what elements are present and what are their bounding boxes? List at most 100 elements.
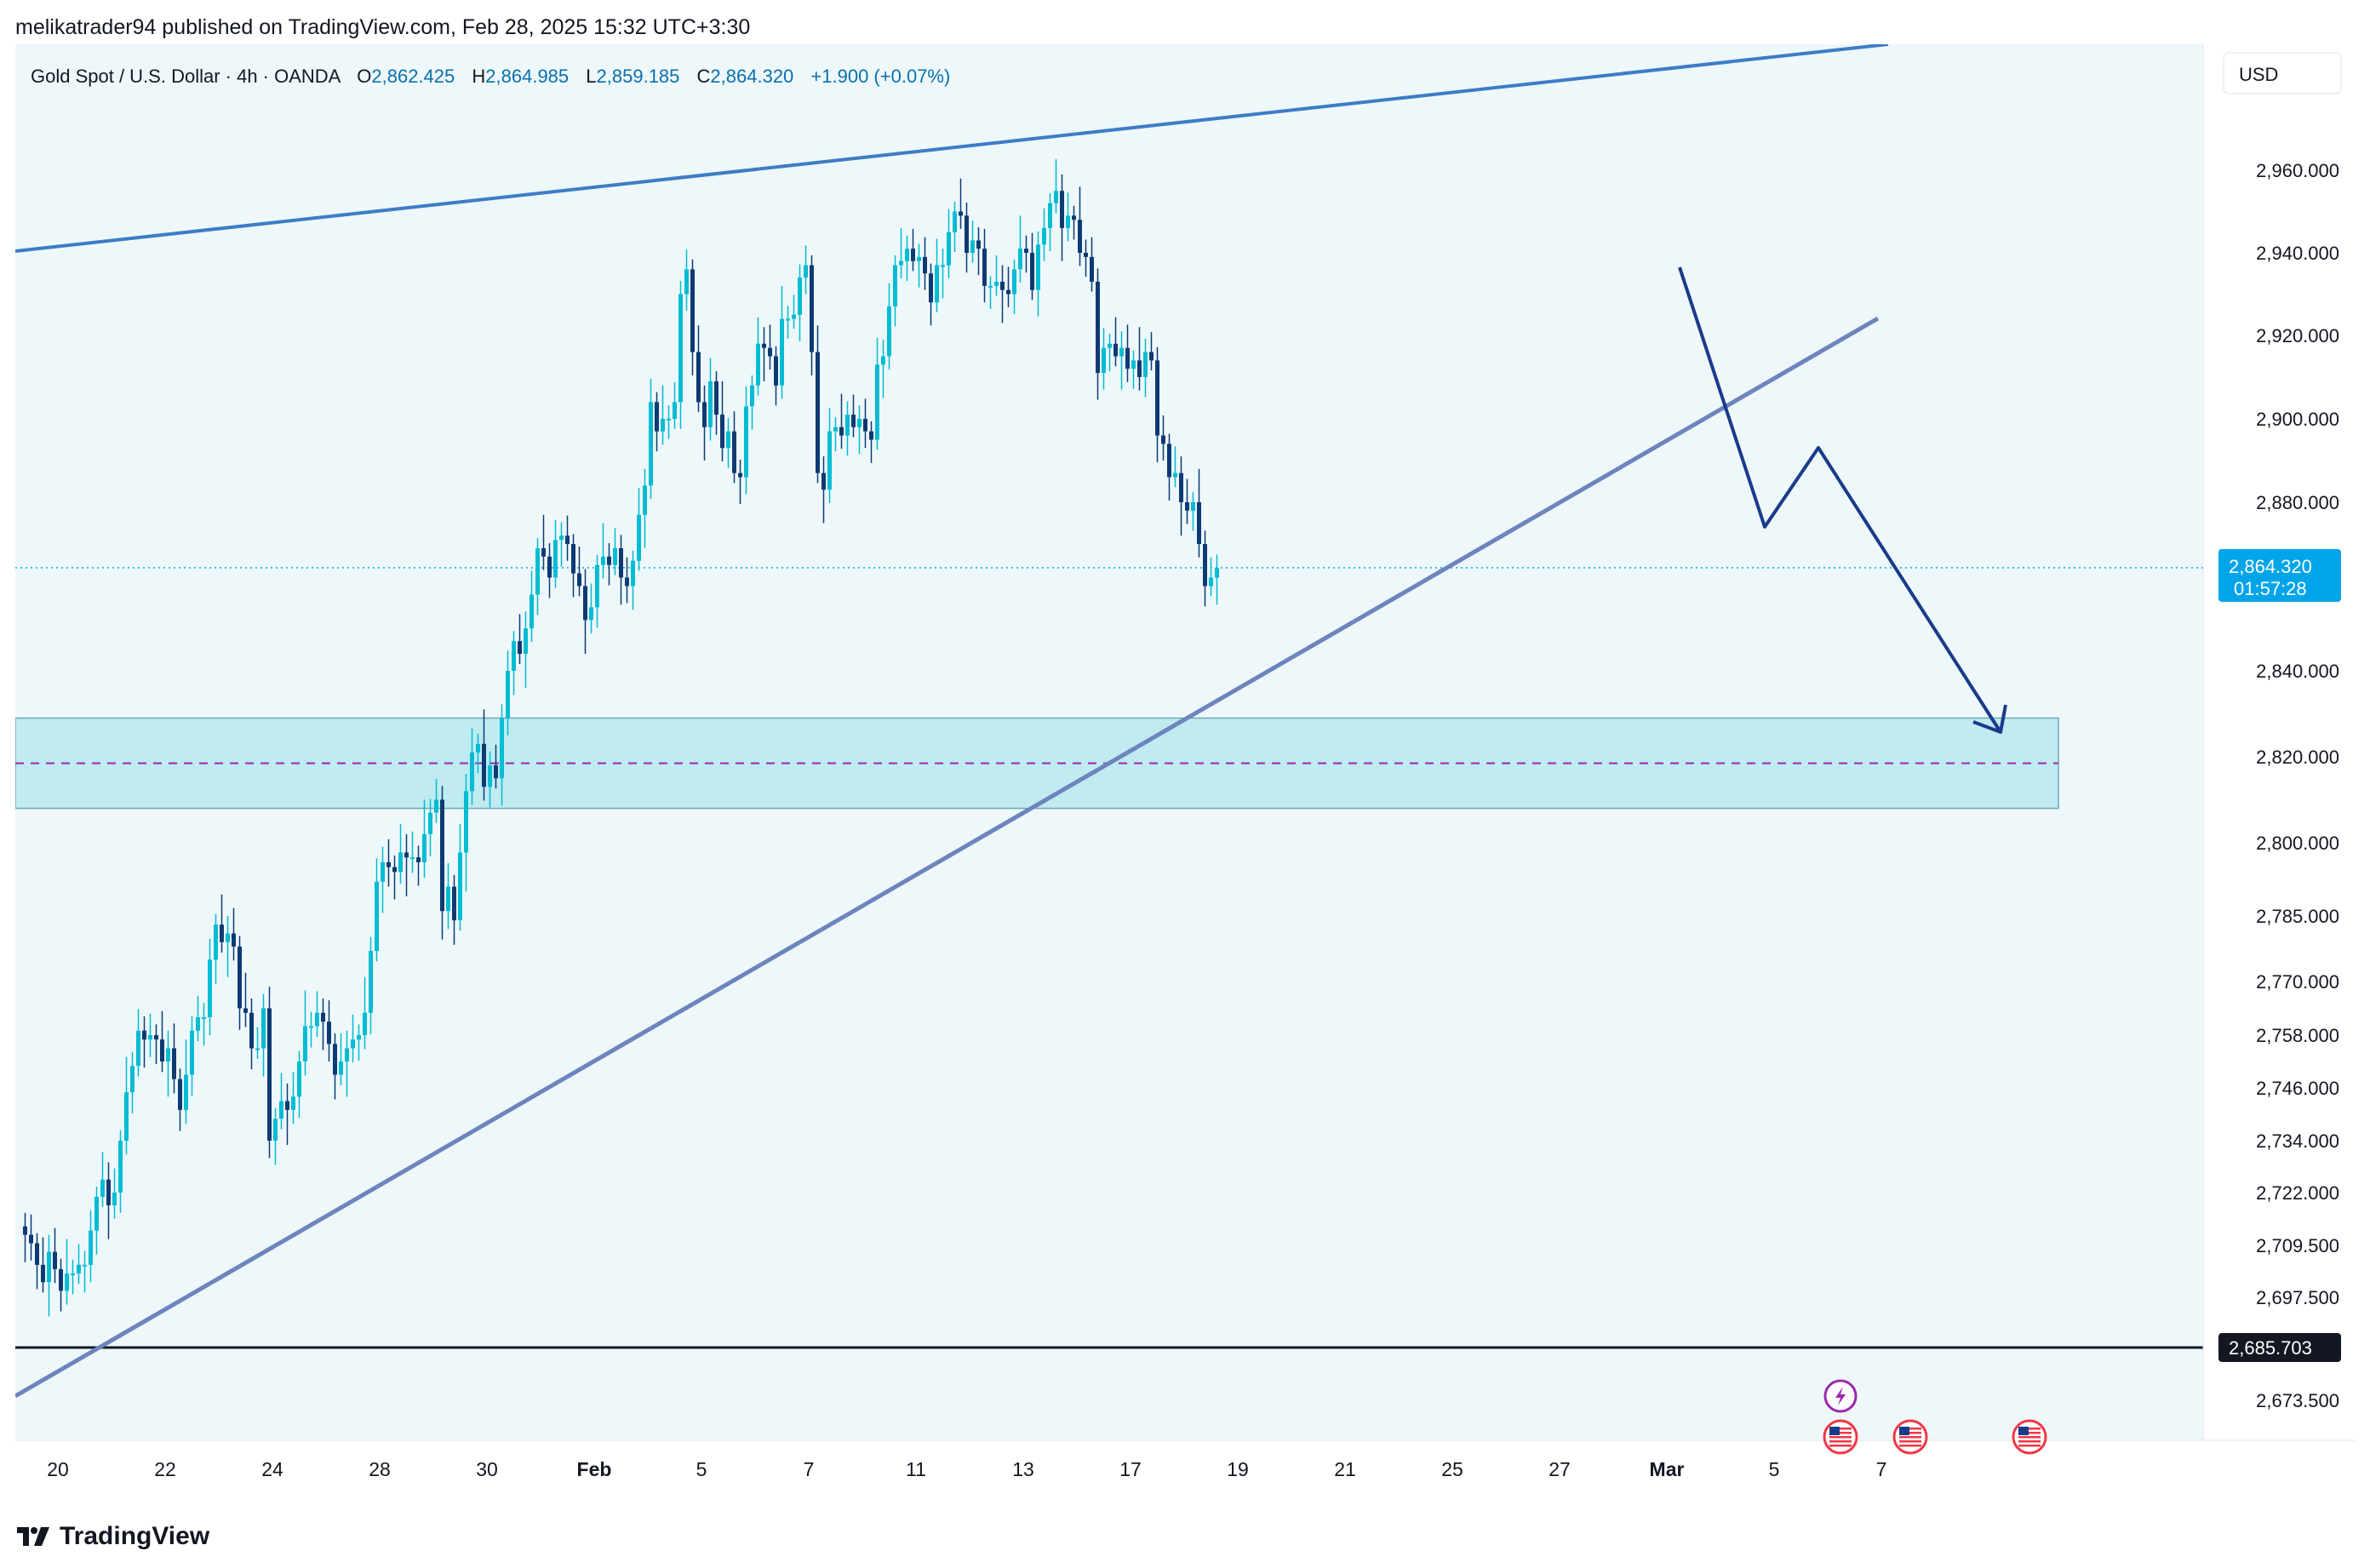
candle-body [160,1039,164,1062]
candle-body [881,356,885,365]
candle-body [690,269,695,352]
legend-close-value: 2,864.320 [710,66,793,87]
candle-body [810,265,814,352]
candle-body [47,1251,51,1283]
candle-body [464,791,468,853]
candle-body [702,402,707,427]
candle-body [1054,191,1058,203]
candle-body [184,1074,188,1110]
candle-body [470,752,474,792]
candle-body [53,1251,57,1269]
candle-body [59,1268,63,1291]
candle-body [261,1008,266,1049]
candle-body [845,415,850,436]
time-axis[interactable]: 20 22 24 28 30 Feb 5 7 11 13 17 19 21 25 27 Mar 5 7 [15,44,2355,1508]
candle-body [309,1026,313,1028]
candle-body [303,1026,307,1062]
candle-body [959,211,963,216]
candle-body [673,402,677,419]
candle-body [1024,249,1028,253]
price-tick-label: 2,960.000 [2256,160,2339,181]
candle-body [988,285,993,288]
candle-body [684,269,689,295]
candle-body [738,472,742,478]
candle-body [661,419,665,432]
candle-body [351,1039,355,1049]
candle-body [696,352,701,403]
projection-path[interactable] [1678,266,2002,734]
candle-body [89,1230,93,1265]
legend-open-value: 2,862.425 [371,66,455,87]
candle-body [1006,289,1010,295]
candle-body [613,548,617,565]
upper-channel-line[interactable] [15,44,1889,253]
candle-body [911,249,915,261]
candle-body [804,265,808,278]
us-flag-icon[interactable] [1892,1419,1928,1455]
candle-body [249,1012,254,1049]
candle-body [929,273,933,303]
candle-body [1078,220,1082,253]
time-tick-label: Feb [577,1458,612,1480]
candle-body [768,347,772,357]
candle-body [404,852,409,858]
economic-events[interactable] [1823,1379,2047,1455]
candle-body [154,1035,158,1040]
candle-body [386,861,391,867]
candle-body [601,556,605,565]
candle-body [506,671,510,718]
candle-body [524,628,528,655]
candle-body [327,1021,331,1044]
candle-body [1131,360,1136,369]
candle-body [976,240,981,249]
currency-button-bg[interactable] [2223,52,2342,94]
tradingview-brand[interactable]: TradingView [15,1522,209,1551]
candle-body [446,886,450,912]
candle-body [476,743,480,753]
legend-high-label: H [472,66,485,87]
currency-button[interactable]: USD [2223,52,2342,94]
candle-body [500,718,504,779]
candle-body [875,364,879,440]
candle-body [285,1101,289,1110]
candle-body [232,933,236,947]
candle-body [833,426,838,432]
candle-body [512,641,516,671]
last-price-badge-bg [2218,549,2341,602]
candle-body [827,431,832,490]
price-chart[interactable]: 2,960.000 2,940.000 2,920.000 2,900.000 2,88… [15,44,2355,1508]
candle-body [786,318,790,321]
candle-body [589,607,593,621]
candle-body [792,314,796,319]
lightning-icon[interactable] [1823,1379,1858,1413]
candle-body [1048,203,1052,228]
candle-body [1137,360,1142,377]
candle-body [1125,347,1130,369]
time-tick-label: 13 [1012,1458,1034,1480]
candle-body [1173,472,1177,478]
candle-body [869,431,873,440]
legend-symbol: Gold Spot / U.S. Dollar · 4h · OANDA [31,66,341,87]
candle-body [887,306,891,357]
candle-body [1042,227,1046,245]
candle-body [821,472,826,490]
candle-body [243,1008,248,1013]
ascending-trend-line[interactable] [15,316,1880,1399]
chart-area[interactable]: 2,960.000 2,940.000 2,920.000 2,900.000 2,88… [15,44,2355,1508]
us-flag-icon[interactable] [2012,1419,2047,1455]
price-axis-bg [2203,44,2355,1440]
symbol-legend: Gold Spot / U.S. Dollar · 4h · OANDA O2,… [31,66,950,87]
price-tick-label: 2,673.500 [2256,1390,2339,1411]
candle-body [440,799,444,912]
candle-body [953,211,957,232]
candle-body [29,1234,33,1244]
price-axis[interactable]: 2,960.000 2,940.000 2,920.000 2,900.000 2,88… [2203,44,2355,1440]
currency-button-label[interactable]: USD [2239,64,2278,85]
candle-body [339,1062,343,1075]
us-flag-icon[interactable] [1823,1419,1858,1455]
candle-body [565,535,570,545]
candle-body [208,959,212,1017]
candle-body [1018,249,1022,270]
candle-body [488,765,492,787]
candle-body [839,426,844,436]
